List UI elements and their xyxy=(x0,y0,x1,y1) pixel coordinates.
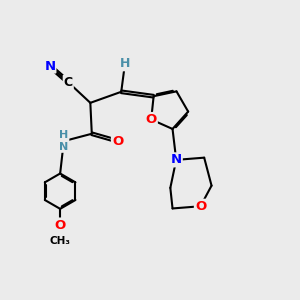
Text: O: O xyxy=(195,200,206,213)
Text: H
N: H N xyxy=(59,130,68,152)
Text: N: N xyxy=(44,59,56,73)
Text: O: O xyxy=(112,135,123,148)
Text: O: O xyxy=(146,113,157,126)
Text: N: N xyxy=(171,153,182,167)
Text: O: O xyxy=(55,218,66,232)
Text: C: C xyxy=(64,76,73,89)
Text: H: H xyxy=(120,57,130,70)
Text: CH₃: CH₃ xyxy=(50,236,70,246)
